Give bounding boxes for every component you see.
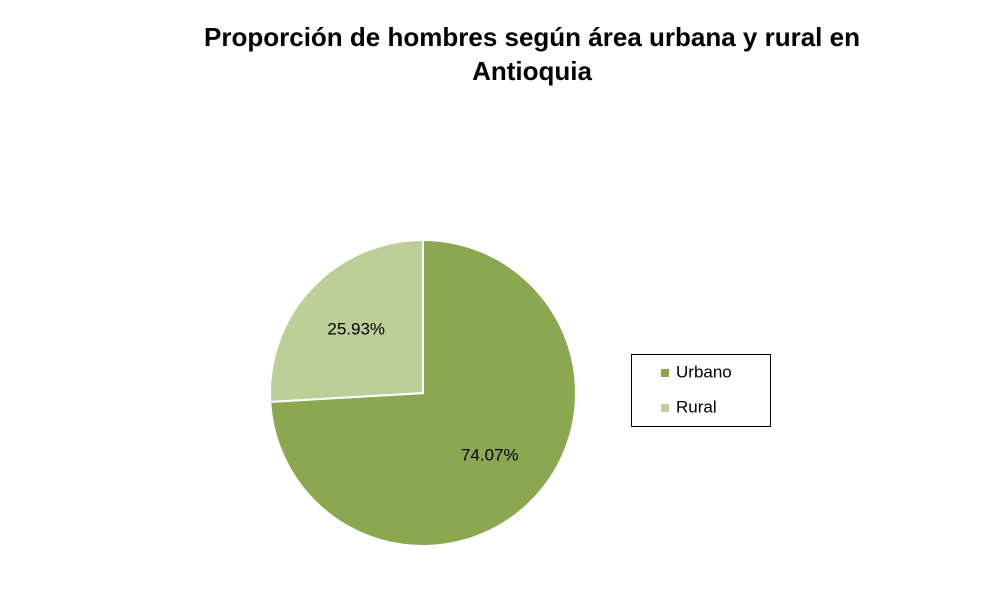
pie-slice xyxy=(269,238,424,403)
chart-title: Proporción de hombres según área urbana … xyxy=(204,22,860,86)
legend-label: Urbano xyxy=(676,362,732,381)
data-label: 25.93% xyxy=(327,319,385,338)
legend-swatch xyxy=(661,404,669,412)
data-label: 74.07% xyxy=(461,445,519,464)
legend-swatch xyxy=(661,369,669,377)
legend-label: Rural xyxy=(676,397,717,416)
legend-box xyxy=(631,354,771,427)
